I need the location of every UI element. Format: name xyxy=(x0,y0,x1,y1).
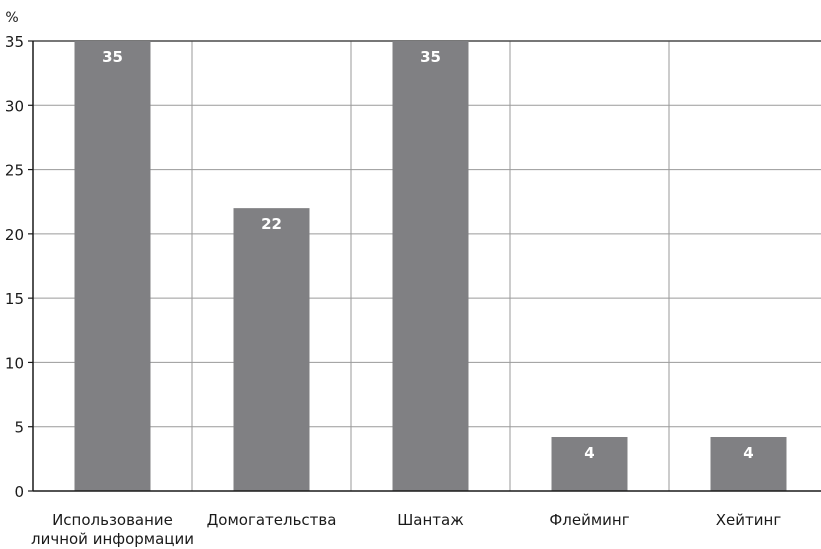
bar xyxy=(74,41,151,491)
data-labels: 35 22 35 4 4 xyxy=(102,48,754,462)
y-tick-labels: 0 5 10 15 20 25 30 35 xyxy=(5,33,24,501)
y-tick-label: 25 xyxy=(5,162,24,180)
y-tick-label: 30 xyxy=(5,97,24,115)
bar xyxy=(551,437,628,491)
x-category-label: Флейминг xyxy=(549,511,629,529)
x-category-label: Шантаж xyxy=(397,511,463,529)
y-axis-unit-label: % xyxy=(5,10,18,26)
data-label: 22 xyxy=(261,215,282,233)
data-label: 35 xyxy=(102,48,123,66)
bar xyxy=(392,41,469,491)
y-tick-label: 5 xyxy=(14,419,24,437)
y-tick-label: 35 xyxy=(5,33,24,51)
x-category-labels: Использование личной информации Домогатель… xyxy=(31,511,781,548)
x-category-label: Хейтинг xyxy=(716,511,782,529)
x-category-label: Домогательства xyxy=(207,511,337,529)
data-label: 4 xyxy=(584,444,594,462)
data-label: 35 xyxy=(420,48,441,66)
bar xyxy=(710,437,787,491)
bars-group xyxy=(74,41,787,491)
axes-group xyxy=(28,40,821,492)
data-label: 4 xyxy=(743,444,753,462)
bar xyxy=(233,208,310,491)
y-tick-label: 15 xyxy=(5,290,24,308)
x-category-label: Использование личной информации xyxy=(31,511,194,548)
y-tick-label: 10 xyxy=(5,354,24,372)
y-tick-label: 20 xyxy=(5,226,24,244)
y-tick-label: 0 xyxy=(14,483,24,501)
